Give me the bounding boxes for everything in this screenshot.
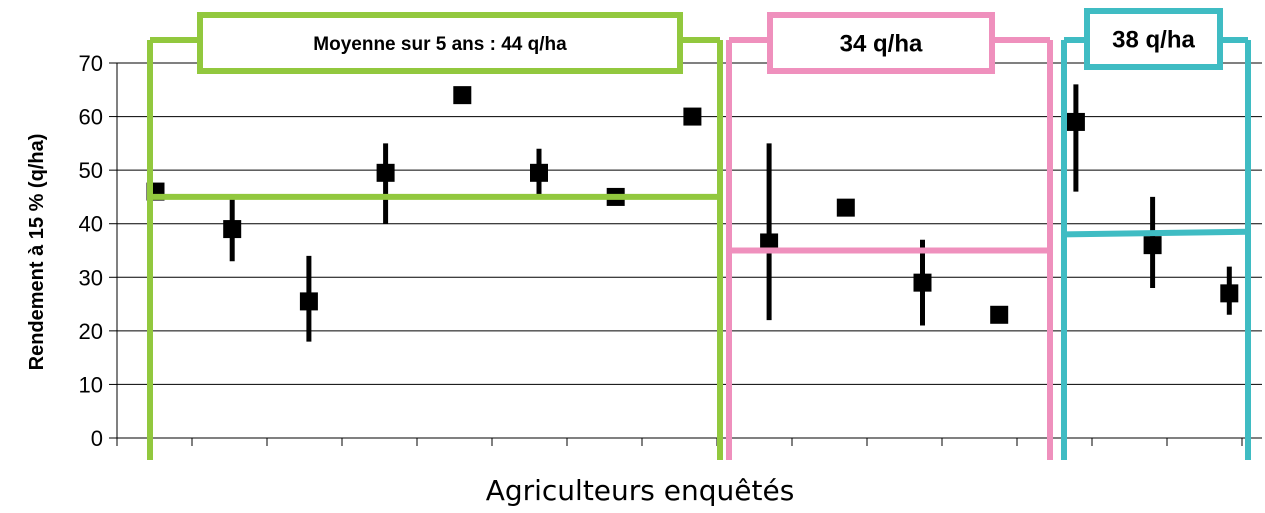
y-tick-label: 50: [79, 158, 103, 183]
data-point: [760, 233, 779, 252]
axes: 0 10 20 30 40 50 60 70: [79, 51, 1262, 451]
data-point: [530, 163, 548, 182]
group-title-box: [767, 12, 995, 74]
x-axis-label: Agriculteurs enquêtés: [486, 474, 795, 507]
y-tick-label: 40: [79, 212, 103, 237]
data-point: [990, 305, 1009, 324]
data-point: [223, 220, 242, 239]
data-point: [1143, 236, 1162, 255]
y-tick-label: 10: [79, 372, 103, 397]
y-tick-label: 0: [91, 426, 103, 451]
group-title: 34 q/ha: [840, 31, 923, 58]
group-title: Moyenne sur 5 ans : 44 q/ha: [313, 34, 567, 55]
y-tick-label: 60: [79, 105, 103, 130]
group-mean-line: [1063, 228, 1249, 238]
y-tick-label: 20: [79, 319, 103, 344]
data-point: [1066, 112, 1085, 131]
data-markers: [146, 86, 1239, 324]
y-tick-label: 70: [79, 51, 103, 76]
data-point: [683, 107, 702, 126]
data-point: [1220, 284, 1239, 303]
data-point: [453, 86, 472, 105]
data-point: [836, 198, 855, 217]
group-title: 38 q/ha: [1112, 27, 1195, 54]
group-frames: Moyenne sur 5 ans : 44 q/ha 34 q/ha 38 q/h…: [147, 8, 1251, 460]
group-title-box: [1084, 8, 1223, 70]
y-tick-label: 30: [79, 265, 103, 290]
data-point: [299, 292, 318, 311]
data-point: [376, 163, 395, 182]
group-title-box: [197, 12, 683, 74]
y-axis-label: Rendement à 15 % (q/ha): [26, 134, 48, 371]
data-point: [913, 273, 932, 292]
